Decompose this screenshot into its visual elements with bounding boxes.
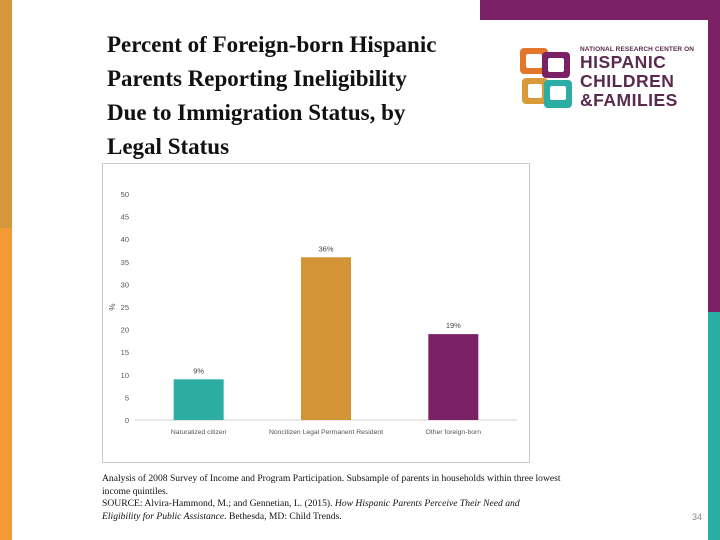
logo-square-orange-inner <box>526 54 542 68</box>
top-band-purple <box>480 0 720 20</box>
data-label: 9% <box>193 366 204 375</box>
note-line-3: SOURCE: Alvira-Hammond, M.; and Gennetia… <box>102 498 662 511</box>
note-source-publisher: . Bethesda, MD: Child Trends. <box>224 510 342 522</box>
y-axis-label: % <box>108 303 117 310</box>
note-source-text: SOURCE: Alvira-Hammond, M.; and Gennetia… <box>102 498 335 509</box>
y-tick-label: 20 <box>121 326 129 335</box>
y-tick-label: 10 <box>121 371 129 380</box>
page-title: Percent of Foreign-born Hispanic Parents… <box>107 28 527 164</box>
y-tick-label: 35 <box>121 258 129 267</box>
bar <box>428 334 479 420</box>
logo-line-4: &FAMILIES <box>580 90 678 110</box>
logo-line-2: HISPANIC <box>580 52 667 72</box>
logo-wordmark: NATIONAL RESEARCH CENTER ON HISPANIC CHI… <box>580 46 694 110</box>
title-line: Legal Status <box>107 134 230 159</box>
data-label: 19% <box>446 321 461 330</box>
note-line-2: income quintiles. <box>102 485 169 497</box>
logo-line-3: CHILDREN <box>580 71 675 91</box>
note-source-title-cont: Eligibility for Public Assistance <box>102 510 225 522</box>
logo-square-purple-inner <box>548 58 564 72</box>
left-band-gold <box>0 0 12 228</box>
data-label: 36% <box>318 244 333 253</box>
y-tick-label: 0 <box>125 416 129 425</box>
title-line: Parents Reporting Ineligibility <box>107 66 407 91</box>
right-band-purple <box>708 0 720 312</box>
logo-line-1: NATIONAL RESEARCH CENTER ON <box>580 46 695 53</box>
logo-square-gold-inner <box>528 84 542 98</box>
y-tick-label: 5 <box>125 393 129 402</box>
note-line-1: Analysis of 2008 Survey of Income and Pr… <box>102 473 561 484</box>
y-tick-label: 50 <box>121 190 129 199</box>
note-line-4: Eligibility for Public Assistance. Bethe… <box>102 511 662 524</box>
right-band-teal <box>708 312 720 540</box>
logo-square-teal-inner <box>550 86 566 100</box>
y-tick-label: 25 <box>121 303 129 312</box>
bar-chart: 0 5 10 15 20 25 30 35 40 45 50% 9% Naturalized citiz… <box>108 190 517 436</box>
chart-frame: 0 5 10 15 20 25 30 35 40 45 50% 9% Naturalized citiz… <box>102 163 530 463</box>
bar <box>301 257 351 420</box>
note-source-title: How Hispanic Parents Perceive Their Need… <box>334 498 520 509</box>
y-tick-label: 40 <box>121 235 129 244</box>
y-tick-label: 30 <box>121 280 129 289</box>
left-band-orange <box>0 228 12 540</box>
title-line: Due to Immigration Status, by <box>107 100 406 125</box>
page-number: 34 <box>692 512 703 522</box>
x-tick-label: Other foreign-born <box>426 429 482 436</box>
source-note: Analysis of 2008 Survey of Income and Pr… <box>102 473 662 523</box>
title-line: Percent of Foreign-born Hispanic <box>107 32 437 57</box>
x-tick-label: Naturalized citizen <box>171 429 227 436</box>
logo-mark <box>520 48 572 108</box>
x-tick-label: Noncitizen Legal Permanent Resident <box>269 429 383 436</box>
y-tick-label: 15 <box>121 348 129 357</box>
bar <box>173 379 224 420</box>
y-tick-label: 45 <box>121 213 129 222</box>
